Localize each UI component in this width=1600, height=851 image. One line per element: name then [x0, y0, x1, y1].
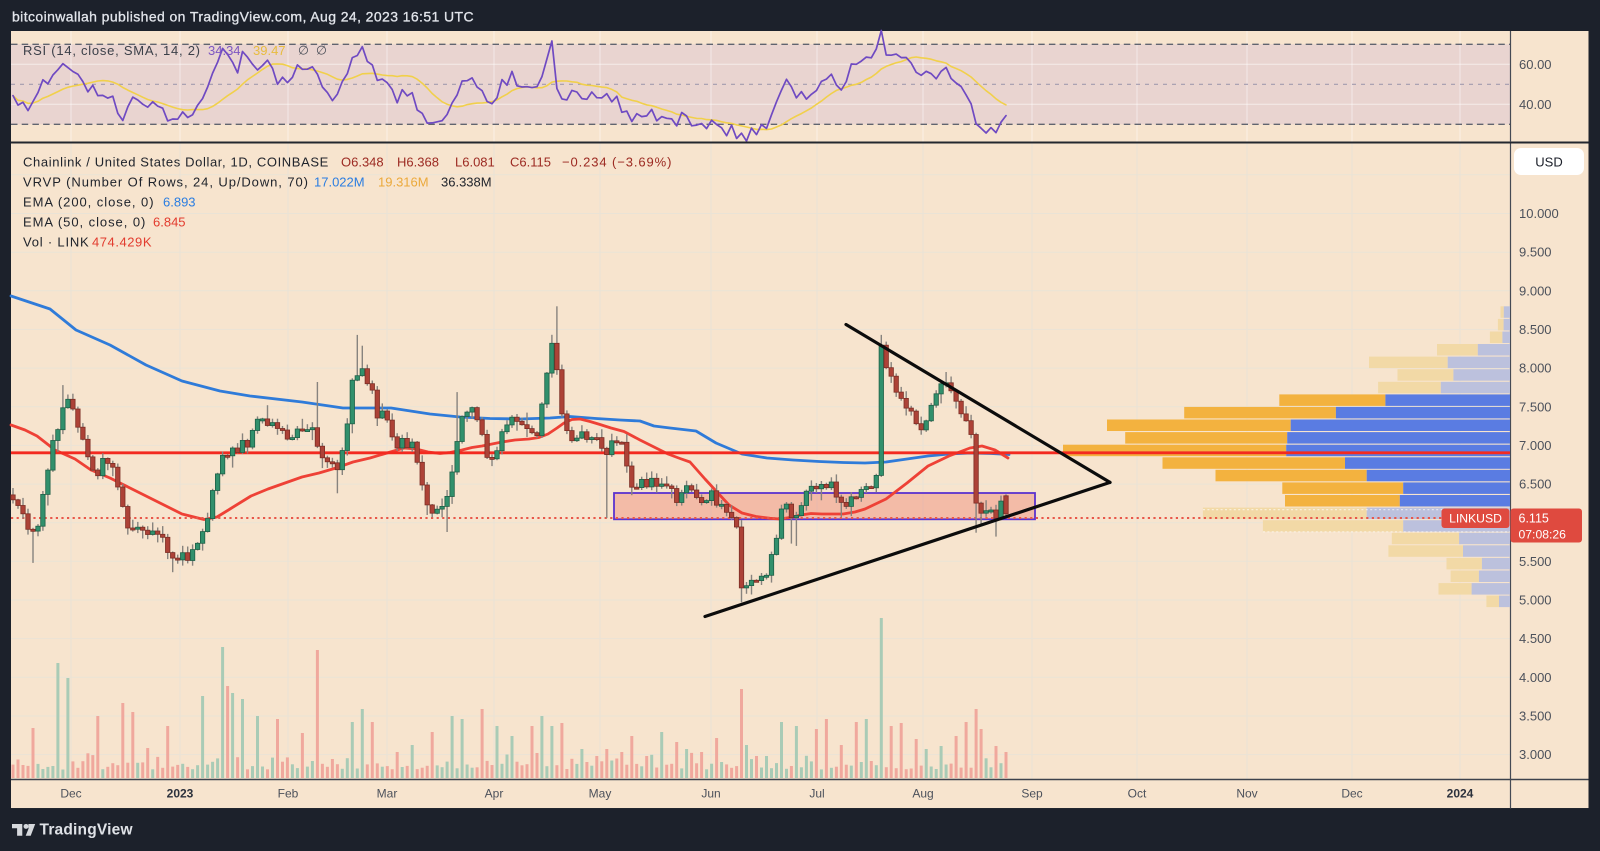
svg-text:7.500: 7.500 [1519, 399, 1552, 414]
svg-text:9.000: 9.000 [1519, 283, 1552, 298]
svg-text:∅: ∅ [316, 44, 327, 58]
svg-text:60.00: 60.00 [1519, 57, 1552, 72]
svg-text:Sep: Sep [1021, 787, 1043, 801]
svg-text:∅: ∅ [298, 44, 309, 58]
svg-text:474.429K: 474.429K [92, 235, 152, 250]
svg-text:6.500: 6.500 [1519, 477, 1552, 492]
svg-text:Dec: Dec [1341, 787, 1362, 801]
svg-text:VRVP (Number Of Rows, 24, Up/D: VRVP (Number Of Rows, 24, Up/Down, 70) [23, 175, 309, 190]
svg-text:4.000: 4.000 [1519, 670, 1552, 685]
svg-text:EMA (200, close, 0): EMA (200, close, 0) [23, 195, 155, 210]
svg-text:2024: 2024 [1447, 787, 1474, 801]
svg-text:7.000: 7.000 [1519, 438, 1552, 453]
svg-text:6.845: 6.845 [153, 215, 186, 230]
svg-text:Vol · LINK: Vol · LINK [23, 235, 90, 250]
svg-text:39.47: 39.47 [253, 43, 286, 58]
svg-text:C6.115: C6.115 [510, 155, 551, 170]
svg-text:17.022M: 17.022M [314, 175, 365, 190]
svg-text:34.34: 34.34 [208, 43, 241, 58]
svg-text:EMA (50, close, 0): EMA (50, close, 0) [23, 215, 146, 230]
svg-text:2023: 2023 [167, 787, 194, 801]
svg-text:07:08:26: 07:08:26 [1519, 527, 1567, 541]
svg-text:5.500: 5.500 [1519, 554, 1552, 569]
svg-text:L6.081: L6.081 [455, 155, 495, 170]
svg-text:8.000: 8.000 [1519, 361, 1552, 376]
svg-text:Nov: Nov [1236, 787, 1257, 801]
svg-text:Dec: Dec [60, 787, 81, 801]
svg-text:Feb: Feb [278, 787, 299, 801]
svg-text:Oct: Oct [1128, 787, 1147, 801]
svg-text:bitcoinwallah published on Tra: bitcoinwallah published on TradingView.c… [12, 9, 474, 25]
svg-text:TradingView: TradingView [40, 822, 134, 839]
svg-text:36.338M: 36.338M [441, 175, 492, 190]
svg-text:O6.348: O6.348 [341, 155, 384, 170]
svg-text:19.316M: 19.316M [378, 175, 429, 190]
svg-text:Jun: Jun [701, 787, 720, 801]
svg-text:LINKUSD: LINKUSD [1449, 512, 1502, 526]
svg-text:6.115: 6.115 [1519, 511, 1549, 525]
svg-text:H6.368: H6.368 [397, 155, 439, 170]
svg-text:4.500: 4.500 [1519, 631, 1552, 646]
svg-text:Jul: Jul [809, 787, 824, 801]
svg-text:5.000: 5.000 [1519, 593, 1552, 608]
svg-text:RSI (14, close, SMA, 14, 2): RSI (14, close, SMA, 14, 2) [23, 43, 201, 58]
svg-text:−0.234 (−3.69%): −0.234 (−3.69%) [562, 155, 672, 170]
svg-text:10.000: 10.000 [1519, 206, 1559, 221]
svg-text:Apr: Apr [485, 787, 504, 801]
svg-text:May: May [589, 787, 612, 801]
svg-text:Aug: Aug [912, 787, 933, 801]
svg-text:8.500: 8.500 [1519, 322, 1552, 337]
svg-text:Mar: Mar [377, 787, 398, 801]
svg-text:3.000: 3.000 [1519, 747, 1552, 762]
svg-text:9.500: 9.500 [1519, 245, 1552, 260]
svg-text:3.500: 3.500 [1519, 708, 1552, 723]
svg-text:USD: USD [1535, 155, 1562, 170]
svg-text:6.893: 6.893 [163, 195, 196, 210]
svg-text:40.00: 40.00 [1519, 97, 1552, 112]
svg-text:Chainlink / United States Doll: Chainlink / United States Dollar, 1D, CO… [23, 155, 329, 170]
